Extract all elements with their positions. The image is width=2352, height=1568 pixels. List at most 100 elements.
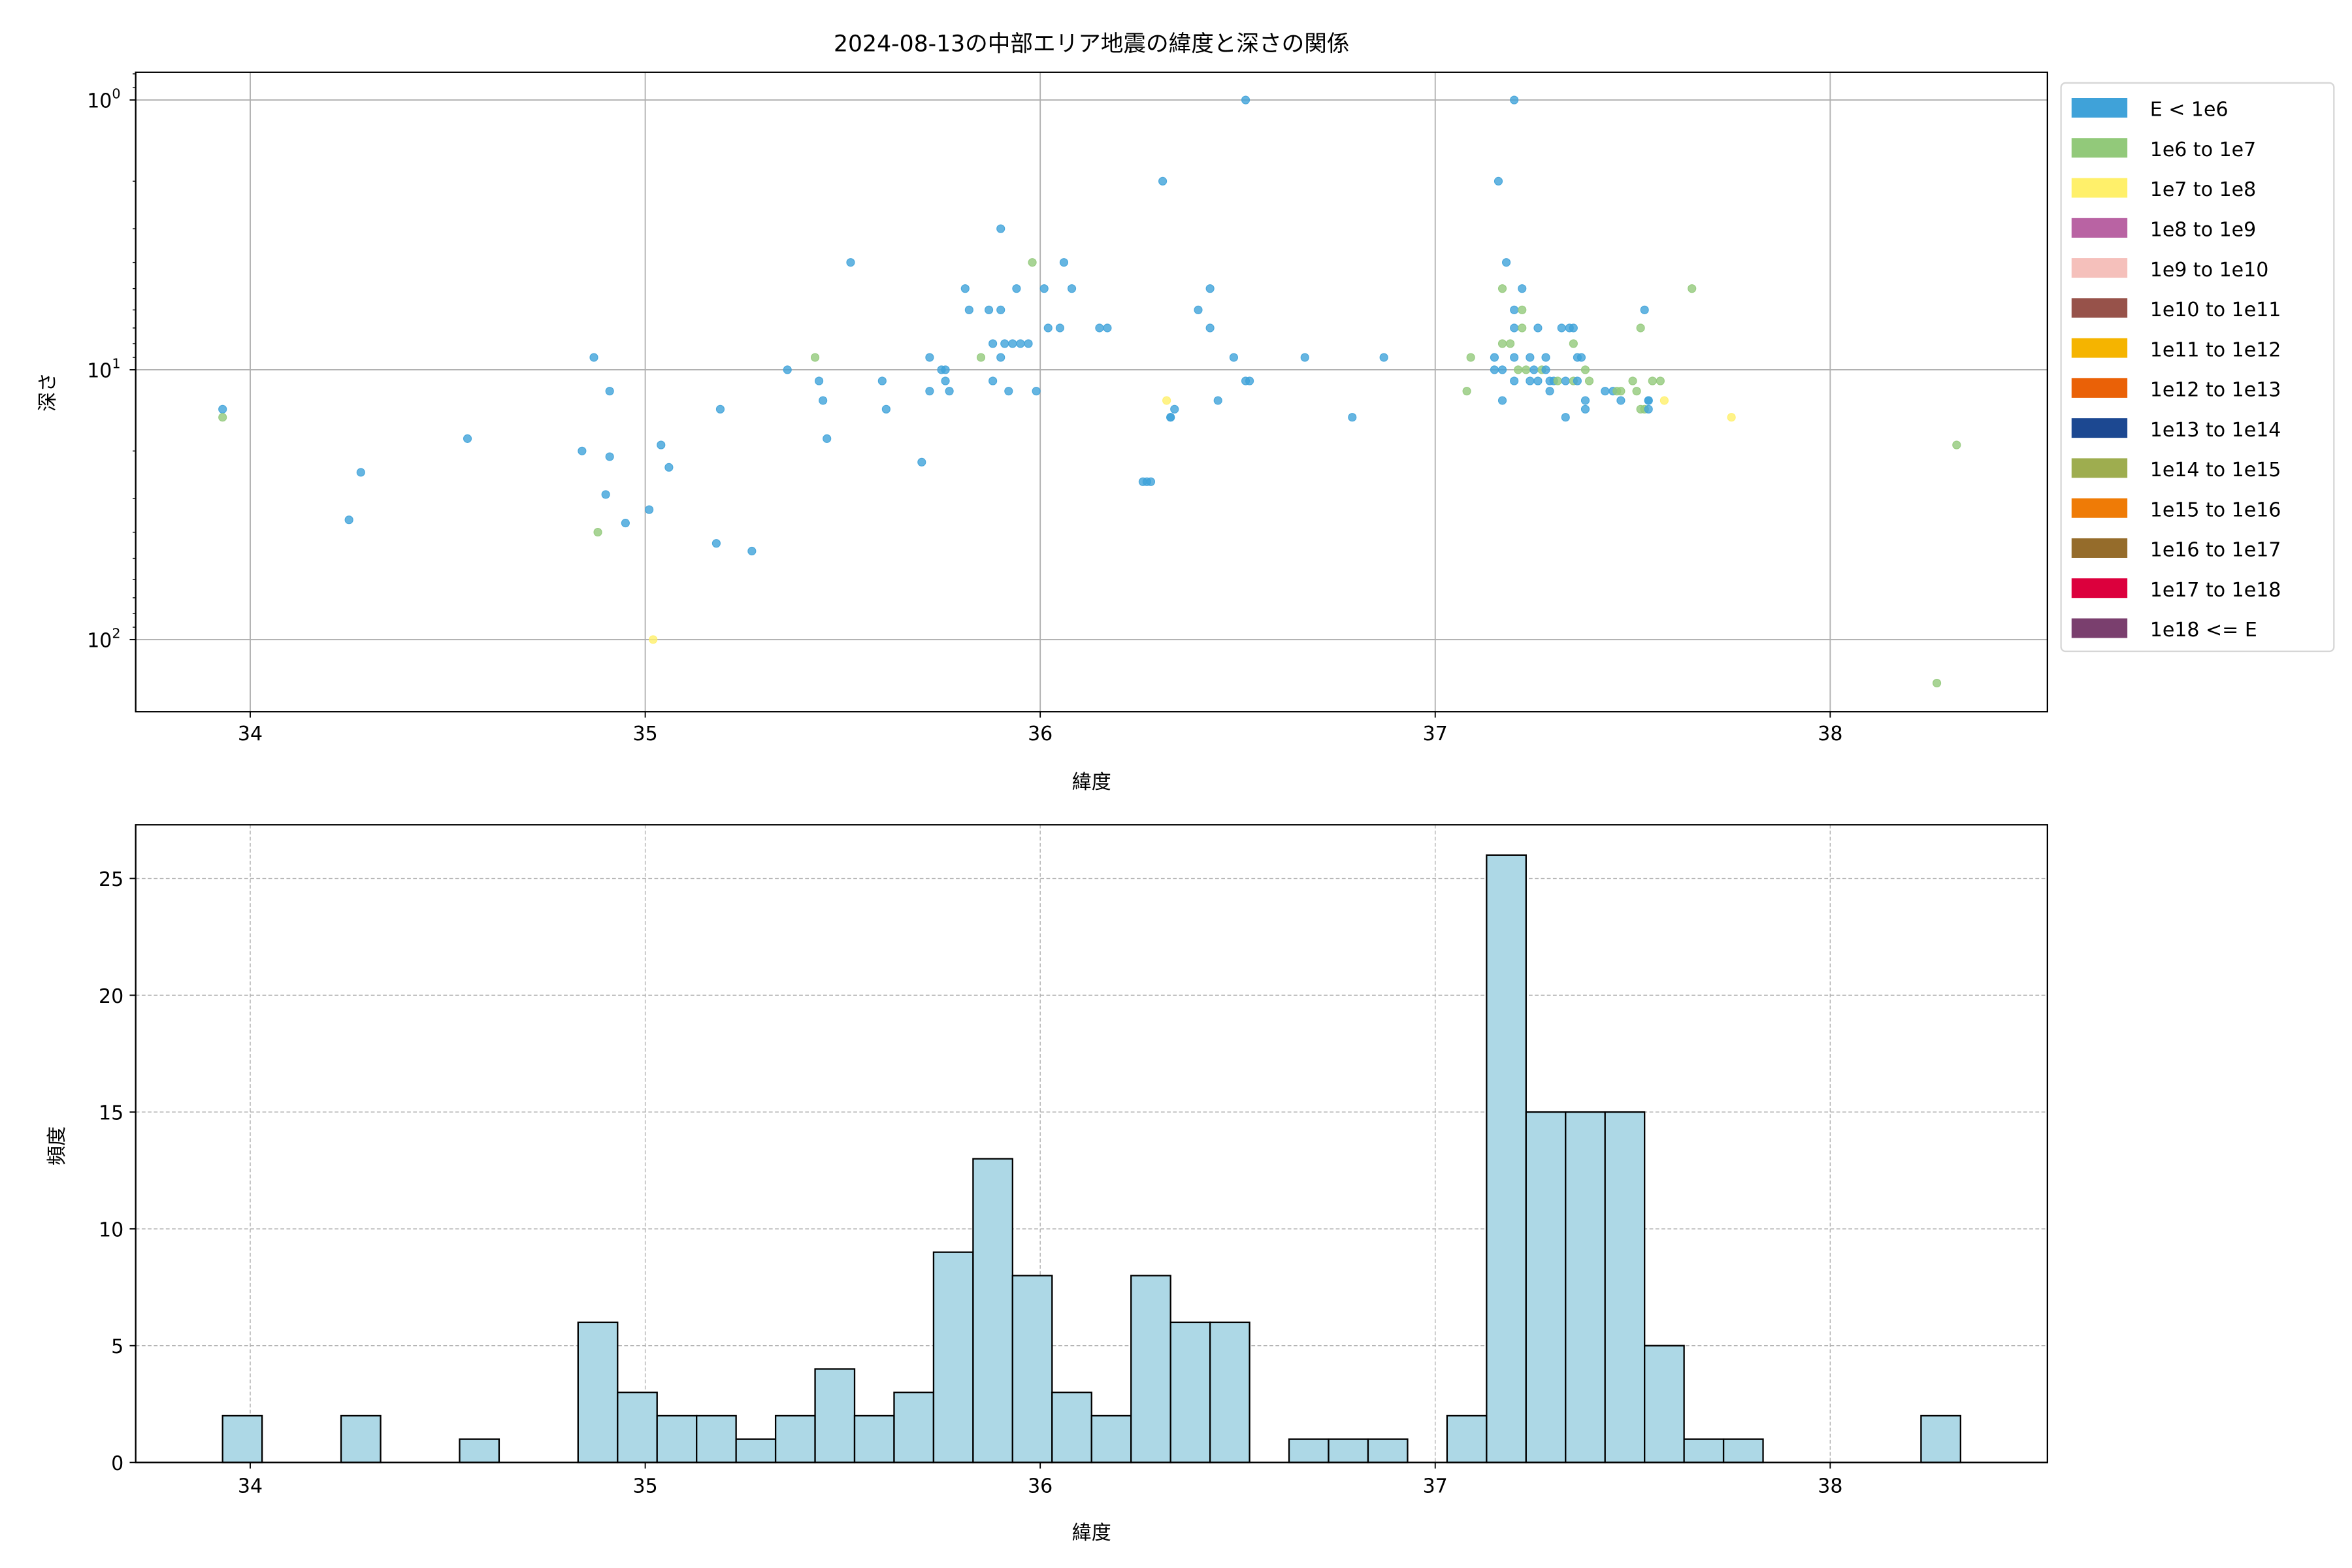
- scatter-plot: 34 35 36 37 38 100 101 102: [87, 71, 2048, 745]
- histogram-bar: [1920, 1414, 1961, 1463]
- data-point: [1601, 387, 1610, 396]
- data-point: [996, 224, 1005, 233]
- histogram-bar: [1011, 1275, 1053, 1463]
- histogram-bar: [1051, 1392, 1092, 1463]
- data-point: [877, 376, 887, 385]
- y-tick-label: 5: [111, 1335, 123, 1358]
- data-point: [356, 468, 365, 477]
- histogram-bar: [459, 1438, 500, 1463]
- data-point: [1095, 323, 1104, 333]
- data-point: [1932, 678, 1942, 688]
- data-point: [1497, 365, 1507, 374]
- histogram-bar: [656, 1414, 698, 1463]
- data-point: [1466, 353, 1475, 362]
- data-point: [1553, 376, 1562, 385]
- histogram-bar: [853, 1414, 895, 1463]
- data-point: [1067, 284, 1077, 293]
- scatter-y-label: 深さ: [37, 372, 59, 412]
- x-tick-label: 34: [238, 723, 263, 745]
- histogram-bar: [1169, 1321, 1211, 1463]
- scatter-title: 2024-08-13の中部エリア地震の緯度と深さの関係: [834, 31, 1350, 57]
- x-tick-label: 35: [633, 723, 658, 745]
- histogram-bar: [696, 1414, 737, 1463]
- data-point: [1510, 305, 1519, 314]
- histogram-bar: [1130, 1275, 1171, 1463]
- data-point: [1055, 323, 1064, 333]
- y-tick-label: 0: [111, 1452, 123, 1475]
- data-point: [976, 353, 986, 362]
- hist-y-label: 頻度: [46, 1126, 69, 1166]
- data-point: [1616, 387, 1625, 396]
- legend-swatch: [2071, 458, 2128, 478]
- legend-label: 1e18 <= E: [2150, 619, 2257, 642]
- histogram-bar: [1525, 1111, 1567, 1463]
- legend-label: 1e13 to 1e14: [2150, 419, 2281, 442]
- data-point: [1506, 339, 1515, 348]
- data-point: [1205, 284, 1215, 293]
- data-point: [1501, 258, 1511, 267]
- data-point: [1229, 353, 1238, 362]
- data-point: [218, 404, 227, 414]
- data-point: [1632, 387, 1641, 396]
- legend-swatch: [2071, 298, 2128, 318]
- legend-swatch: [2071, 578, 2128, 598]
- data-point: [1497, 284, 1507, 293]
- data-point: [1522, 365, 1531, 374]
- data-point: [881, 404, 890, 414]
- histogram-bar: [1644, 1345, 1685, 1463]
- data-point: [960, 284, 970, 293]
- legend-label: 1e14 to 1e15: [2150, 459, 2281, 482]
- x-tick-label: 35: [633, 1475, 658, 1498]
- data-point: [593, 528, 602, 537]
- x-tick-label: 36: [1028, 1475, 1053, 1498]
- data-point: [218, 413, 227, 422]
- data-point: [747, 546, 757, 556]
- data-point: [1146, 477, 1156, 486]
- x-tick-label: 38: [1818, 1475, 1842, 1498]
- histogram-bar: [340, 1414, 382, 1463]
- data-point: [1644, 396, 1653, 405]
- data-point: [1518, 284, 1527, 293]
- data-point: [1241, 95, 1250, 105]
- legend-swatch: [2071, 418, 2128, 438]
- hist-x-label: 緯度: [1072, 1522, 1111, 1544]
- data-point: [1561, 376, 1570, 385]
- data-point: [964, 305, 973, 314]
- data-point: [1688, 284, 1697, 293]
- legend-swatch: [2071, 498, 2128, 518]
- data-point: [1462, 387, 1471, 396]
- histogram-bar: [972, 1158, 1014, 1463]
- histogram-bar: [577, 1321, 619, 1463]
- y-tick-label: 102: [87, 626, 120, 653]
- y-tick-label: 15: [99, 1102, 123, 1125]
- data-point: [1032, 387, 1041, 396]
- legend-label: 1e6 to 1e7: [2150, 139, 2256, 161]
- data-point: [1497, 396, 1507, 405]
- data-point: [1518, 305, 1527, 314]
- data-point: [1727, 413, 1736, 422]
- data-point: [945, 387, 954, 396]
- data-point: [1580, 404, 1590, 414]
- data-point: [1166, 413, 1175, 422]
- legend-label: 1e12 to 1e13: [2150, 379, 2281, 402]
- data-point: [1024, 339, 1033, 348]
- x-tick-label: 36: [1028, 723, 1053, 745]
- legend-swatch: [2071, 378, 2128, 398]
- histogram-bar: [1367, 1438, 1409, 1463]
- hist-axes-frame: [135, 824, 2048, 1463]
- data-point: [1557, 323, 1566, 333]
- data-point: [601, 490, 610, 499]
- scatter-x-label: 緯度: [1072, 771, 1111, 794]
- y-tick-label: 100: [87, 86, 120, 113]
- legend-swatch: [2071, 98, 2128, 118]
- data-point: [621, 519, 630, 528]
- data-point: [1580, 396, 1590, 405]
- data-point: [1016, 339, 1025, 348]
- legend-label: 1e8 to 1e9: [2150, 218, 2256, 241]
- histogram-bar: [893, 1392, 935, 1463]
- legend-label: 1e16 to 1e17: [2150, 539, 2281, 562]
- data-point: [1028, 258, 1037, 267]
- legend-swatch: [2071, 178, 2128, 198]
- data-point: [645, 505, 654, 514]
- data-point: [1648, 376, 1657, 385]
